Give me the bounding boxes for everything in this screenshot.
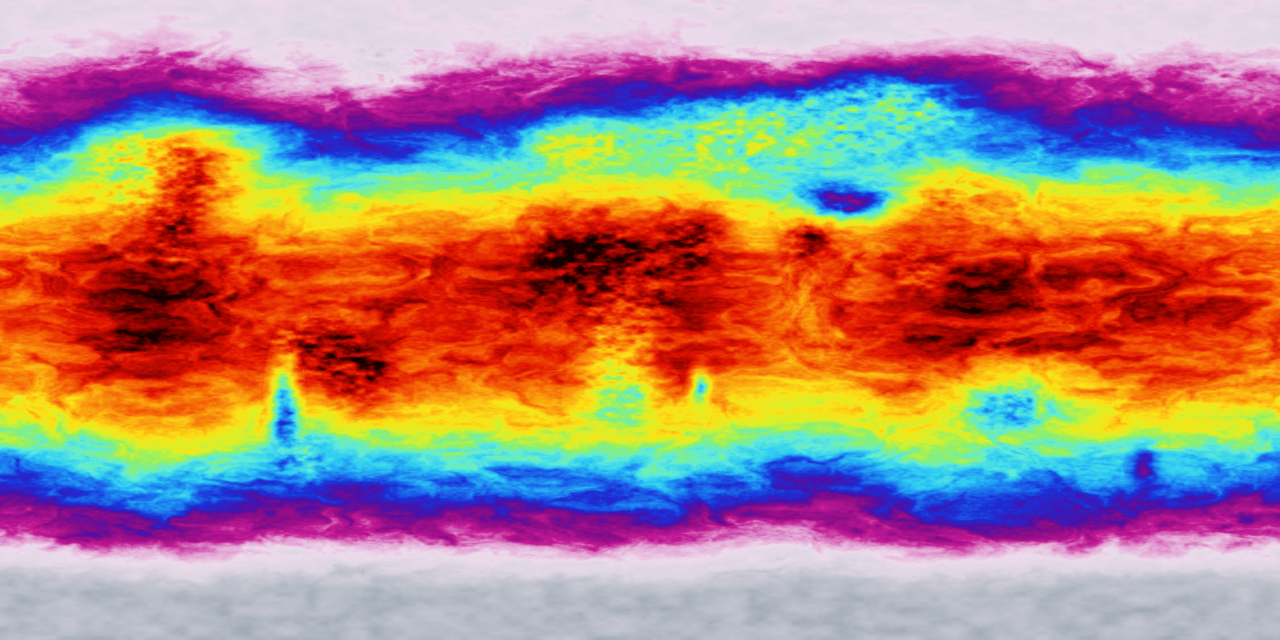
global-temperature-heatmap-canvas	[0, 0, 1280, 640]
temperature-map-visualization	[0, 0, 1280, 640]
